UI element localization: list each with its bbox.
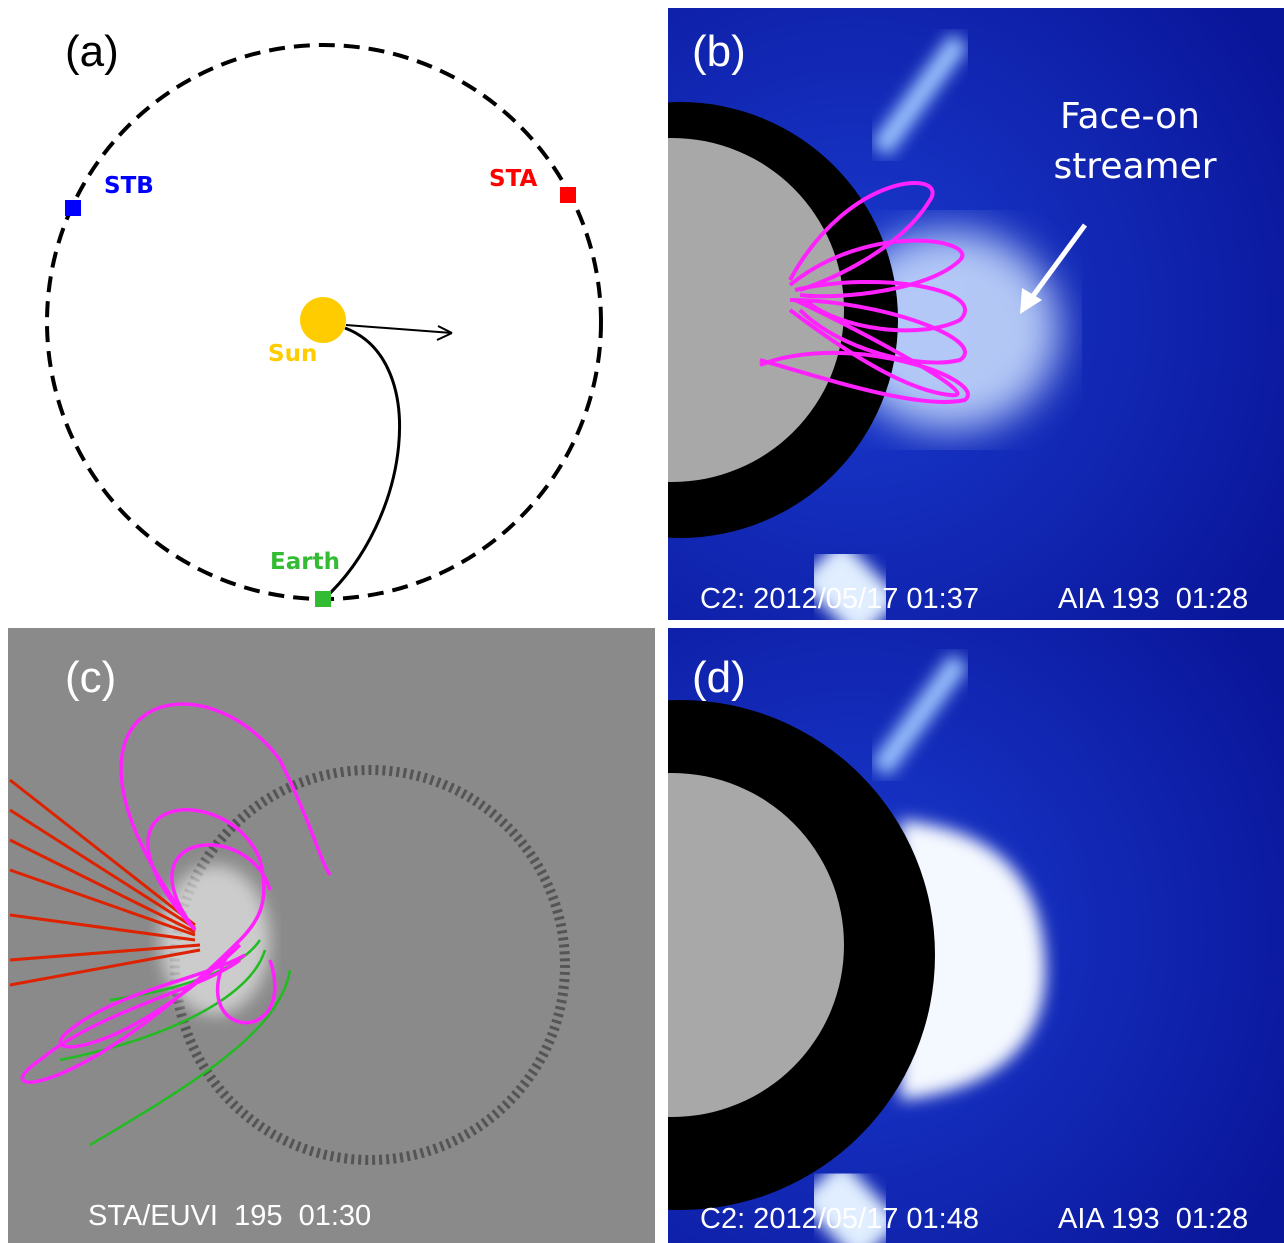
panel-label: (b)	[692, 27, 746, 76]
earth-label: Earth	[270, 549, 340, 575]
panel-label: (a)	[65, 27, 119, 76]
annotation: Face-on	[1060, 96, 1200, 137]
sun-label: Sun	[268, 341, 317, 367]
panel-c: (c) STA/EUVI 195 01:30	[8, 628, 655, 1243]
annotation: streamer	[1053, 146, 1216, 187]
sta-label: STA	[489, 166, 537, 192]
caption: C2: 2012/05/17 01:37	[700, 583, 979, 615]
panel-b: Face-on streamer (b) C2: 2012/05/17 01:3…	[462, 8, 1284, 620]
caption: AIA 193 01:28	[1058, 583, 1248, 615]
stb-label: STB	[104, 173, 154, 199]
caption: STA/EUVI 195 01:30	[88, 1200, 371, 1232]
panel-label: (d)	[692, 653, 746, 702]
sun	[300, 297, 346, 343]
stb-marker	[65, 200, 81, 216]
figure: (a) STB STA Sun Earth Face-on streamer (…	[0, 0, 1284, 1243]
arrow	[346, 325, 452, 333]
caption: C2: 2012/05/17 01:48	[700, 1203, 979, 1235]
panel-label: (c)	[65, 653, 116, 702]
earth-marker	[315, 591, 331, 607]
panel-a: (a) STB STA Sun Earth	[47, 27, 601, 607]
background	[8, 628, 655, 1243]
caption: AIA 193 01:28	[1058, 1203, 1248, 1235]
sta-marker	[560, 187, 576, 203]
